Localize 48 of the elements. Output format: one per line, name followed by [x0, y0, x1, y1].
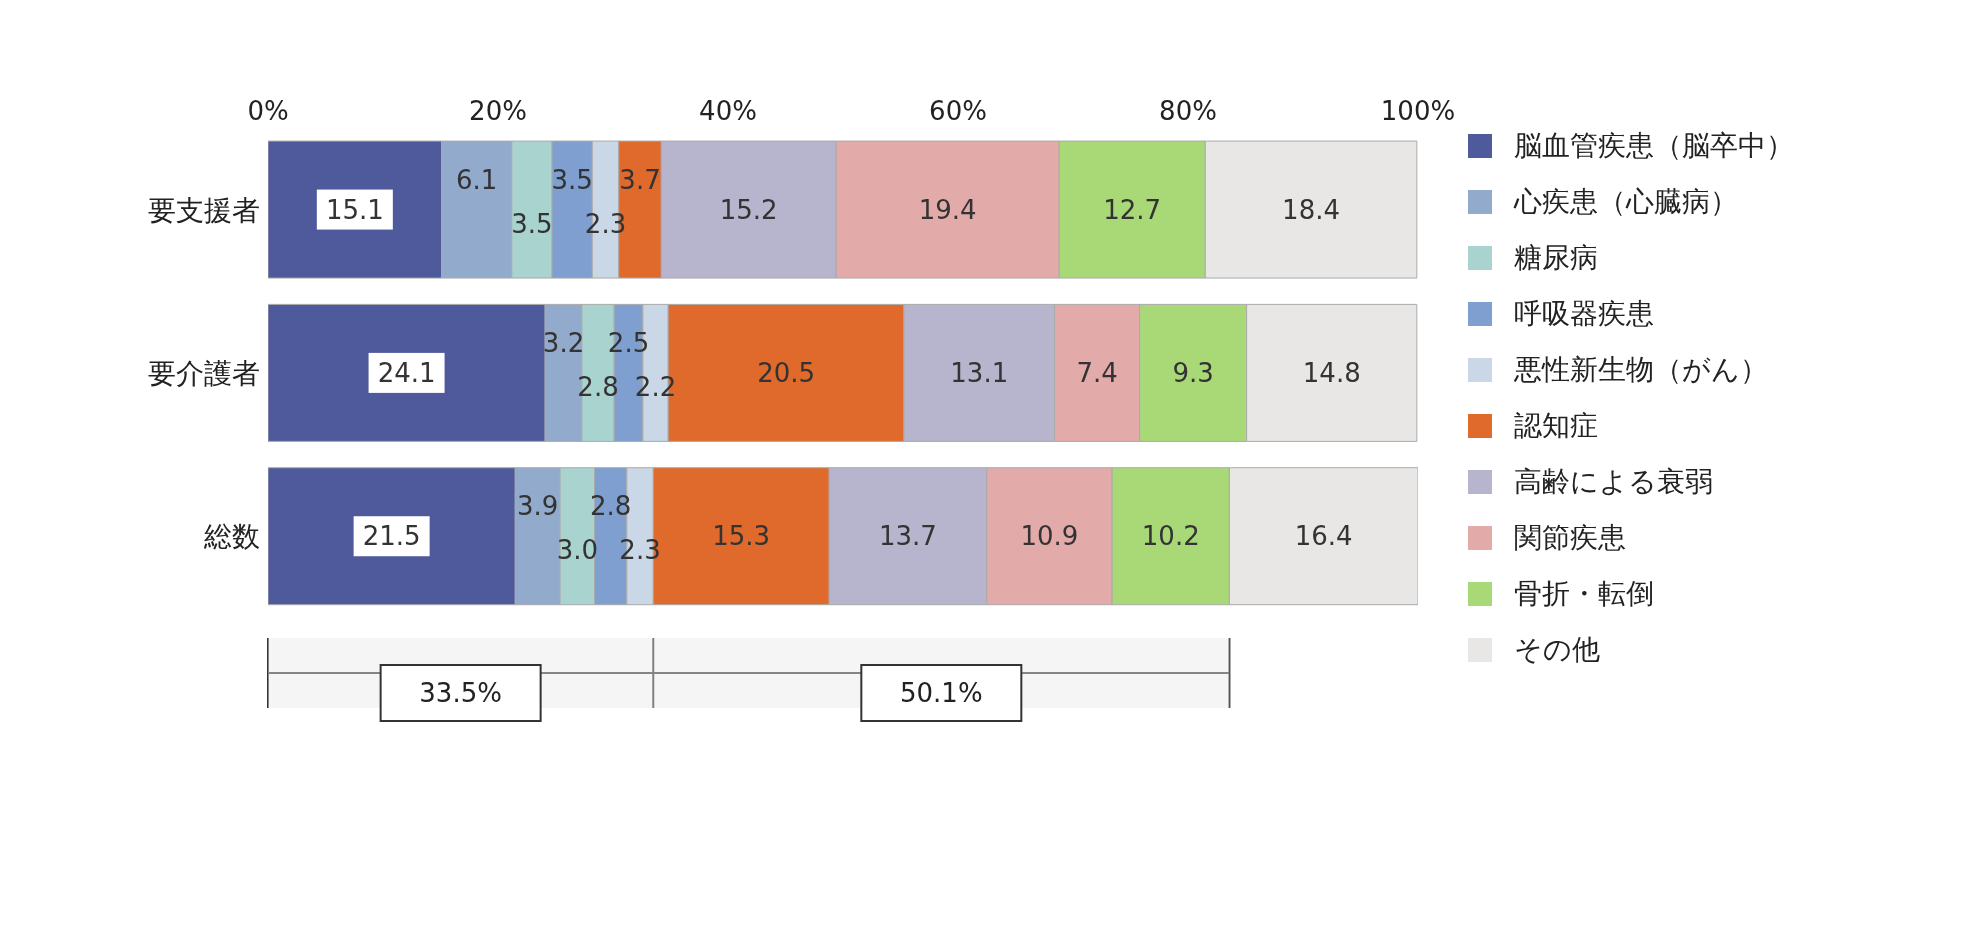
data-label: 21.5: [362, 521, 421, 552]
y-tick-label: 要介護者: [148, 356, 260, 390]
band-label: 50.1%: [900, 678, 983, 708]
data-label: 24.1: [377, 357, 436, 388]
data-label: 3.9: [517, 491, 559, 522]
data-label: 12.7: [1103, 194, 1162, 225]
legend-label: 関節疾患: [1514, 520, 1626, 556]
legend-label: 心疾患（心臓病）: [1514, 184, 1738, 220]
data-label: 19.4: [918, 194, 977, 225]
data-label: 6.1: [456, 164, 498, 195]
data-label: 3.5: [551, 164, 593, 195]
data-label: 3.2: [542, 327, 585, 358]
x-tick-label: 60%: [929, 96, 987, 126]
data-label: 2.5: [607, 327, 650, 358]
data-label: 20.5: [757, 357, 816, 388]
legend-label: 呼吸器疾患: [1514, 296, 1654, 332]
y-tick-label: 要支援者: [148, 193, 260, 227]
x-tick-label: 20%: [469, 96, 527, 126]
legend-label: 高齢による衰弱: [1514, 464, 1713, 500]
band-label: 33.5%: [419, 678, 502, 708]
x-tick-label: 40%: [699, 96, 757, 126]
legend-label: その他: [1514, 632, 1600, 668]
data-label: 3.0: [556, 535, 599, 566]
data-label: 10.2: [1141, 521, 1200, 552]
data-label: 15.2: [719, 194, 778, 225]
data-label: 9.3: [1172, 357, 1214, 388]
legend-label: 脳血管疾患（脳卒中）: [1514, 128, 1794, 164]
data-label: 3.7: [619, 164, 661, 195]
data-label: 7.4: [1076, 357, 1118, 388]
data-label: 13.7: [879, 521, 937, 552]
data-label: 10.9: [1020, 521, 1079, 552]
data-label: 2.8: [577, 371, 619, 402]
legend-label: 骨折・転倒: [1514, 576, 1654, 612]
data-label: 18.4: [1282, 194, 1340, 225]
x-tick-label: 80%: [1159, 96, 1217, 126]
legend-label: 認知症: [1514, 408, 1598, 444]
legend-label: 糖尿病: [1514, 240, 1598, 276]
data-label: 14.8: [1302, 357, 1361, 388]
data-label: 13.1: [950, 357, 1009, 388]
data-label: 3.5: [511, 208, 553, 239]
legend-label: 悪性新生物（がん）: [1514, 352, 1768, 388]
x-tick-label: 0%: [247, 96, 289, 126]
data-label: 16.4: [1294, 521, 1353, 552]
y-tick-label: 総数: [203, 520, 260, 554]
data-label: 15.3: [712, 521, 771, 552]
data-label: 15.1: [325, 194, 384, 225]
x-tick-label: 100%: [1380, 96, 1456, 126]
data-label: 2.8: [590, 491, 632, 522]
